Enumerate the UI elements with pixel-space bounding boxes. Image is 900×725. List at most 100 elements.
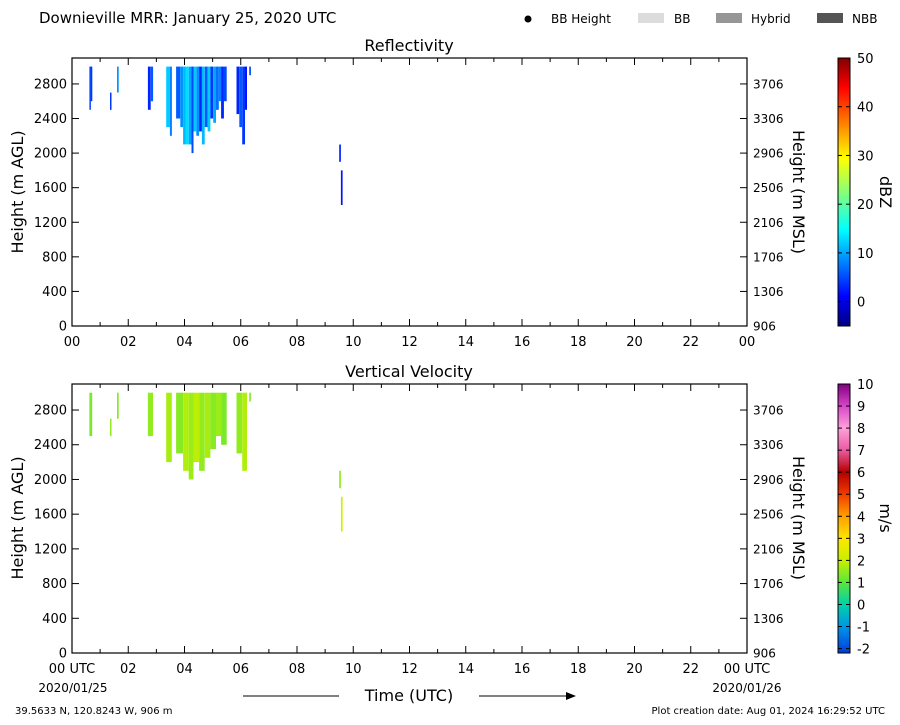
x-tick-label: 04 <box>176 662 193 677</box>
data-cell <box>213 66 216 123</box>
hybrid-legend-swatch <box>716 13 742 23</box>
bb-height-legend-dot <box>524 15 532 23</box>
data-cell <box>199 392 205 471</box>
colorbar-tick-label: 30 <box>857 149 874 164</box>
y-tick-label: 2800 <box>34 404 67 419</box>
data-cell <box>239 66 243 128</box>
data-cell <box>249 66 251 76</box>
velocity-colorbar <box>837 383 851 654</box>
x-tick-label: 06 <box>232 335 249 350</box>
colorbar-tick-label: 40 <box>857 101 874 116</box>
y-tick-label: 400 <box>42 612 67 627</box>
colorbar-tick-label: 10 <box>857 247 874 262</box>
data-cell <box>117 392 119 419</box>
x-tick-label: 20 <box>626 335 643 350</box>
colorbar-tick-label: 50 <box>857 52 874 67</box>
y-tick-label: 800 <box>42 577 67 592</box>
y-tick-label: 1600 <box>34 181 67 196</box>
y-tick-label: 1200 <box>34 542 67 557</box>
x-tick-label: 04 <box>176 335 193 350</box>
reflectivity-cells <box>89 66 343 205</box>
reflectivity-left-ylabel: Height (m AGL) <box>8 130 27 253</box>
vertical-velocity-panel: Vertical Velocity 00 UTC 02 04 06 08 10 12 14 16… <box>8 362 895 677</box>
y-tick-label: 0 <box>59 647 67 662</box>
colorbar-tick-label: 0 <box>857 296 865 311</box>
data-cell <box>216 66 219 110</box>
data-cell <box>199 66 202 132</box>
data-cell <box>90 66 93 102</box>
x-tick-label: 10 <box>345 662 362 677</box>
vertical-velocity-right-ylabel: Height (m MSL) <box>789 456 808 580</box>
y-tick-label: 1600 <box>34 508 67 523</box>
data-cell <box>339 470 341 489</box>
y-right-tick-label: 3306 <box>753 112 784 126</box>
colorbar-tick-label: 0 <box>857 598 865 613</box>
data-cell <box>176 66 181 119</box>
time-arrow-head <box>566 692 576 700</box>
x-tick-label: 16 <box>514 335 531 350</box>
y-tick-label: 2800 <box>34 77 67 92</box>
vertical-velocity-cells <box>89 392 343 532</box>
x-tick-label: 20 <box>626 662 643 677</box>
x-tick-label: 02 <box>120 662 137 677</box>
y-right-tick-label: 906 <box>753 647 776 661</box>
data-cell <box>340 170 343 205</box>
data-cell <box>176 392 184 454</box>
data-cell <box>180 66 184 128</box>
data-cell <box>89 392 93 437</box>
x-tick-label: 22 <box>682 662 699 677</box>
y-right-tick-label: 2906 <box>753 147 784 161</box>
colorbar-tick-label: 6 <box>857 466 865 481</box>
dbz-colorbar-label: dBZ <box>876 176 895 208</box>
bb-legend-swatch <box>638 13 664 23</box>
y-tick-label: 0 <box>59 320 67 335</box>
hybrid-legend-label: Hybrid <box>751 12 791 26</box>
x-tick-label: 12 <box>401 335 418 350</box>
station-location: 39.5633 N, 120.8243 W, 906 m <box>15 706 173 717</box>
dbz-colorbar-ticks: 0 10 20 30 40 50 <box>838 52 874 311</box>
data-cell <box>242 392 247 471</box>
data-cell <box>166 66 170 128</box>
colorbar-tick-label: 4 <box>857 510 865 525</box>
y-right-tick-label: 1306 <box>753 612 784 626</box>
data-cell <box>183 66 186 145</box>
reflectivity-right-ylabel: Height (m MSL) <box>789 130 808 254</box>
x-tick-label: 02 <box>120 335 137 350</box>
figure-title: Downieville MRR: January 25, 2020 UTC <box>39 9 336 27</box>
x-tick-label: 14 <box>457 662 474 677</box>
data-cell <box>210 392 216 450</box>
x-tick-label: 12 <box>401 662 418 677</box>
colorbar-tick-label: 1 <box>857 576 865 591</box>
data-cell <box>193 392 200 463</box>
colorbar-tick-label: 20 <box>857 198 874 213</box>
colorbar-tick-label: 3 <box>857 532 865 547</box>
y-right-tick-label: 2506 <box>753 181 784 195</box>
data-cell <box>147 66 151 110</box>
reflectivity-panel: Reflectivity 00 02 04 06 08 10 12 14 16 18 20 22 000… <box>8 36 895 350</box>
y-right-tick-label: 3306 <box>753 438 784 452</box>
data-cell <box>150 66 154 102</box>
data-cell <box>110 418 112 437</box>
x-tick-label: 10 <box>345 335 362 350</box>
y-right-tick-label: 1706 <box>753 577 784 591</box>
x-axis-label: Time (UTC) <box>364 686 453 705</box>
x-tick-label: 00 <box>64 335 81 350</box>
data-cell <box>216 392 222 437</box>
y-right-tick-label: 2106 <box>753 216 784 230</box>
start-date-label: 2020/01/25 <box>38 681 107 695</box>
data-cell <box>188 392 194 480</box>
x-tick-label: 00 UTC <box>724 662 770 677</box>
nbb-legend-label: NBB <box>852 12 877 26</box>
colorbar-tick-label: 8 <box>857 422 865 437</box>
data-cell <box>210 66 214 119</box>
y-tick-label: 800 <box>42 250 67 265</box>
data-cell <box>207 66 211 132</box>
colorbar-tick-label: -1 <box>857 621 870 636</box>
x-tick-label: 22 <box>682 335 699 350</box>
velocity-colorbar-label: m/s <box>876 503 895 532</box>
y-right-tick-label: 2506 <box>753 508 784 522</box>
end-date-label: 2020/01/26 <box>712 681 781 695</box>
colorbar-tick-label: 5 <box>857 488 865 503</box>
nbb-legend-swatch <box>817 13 843 23</box>
